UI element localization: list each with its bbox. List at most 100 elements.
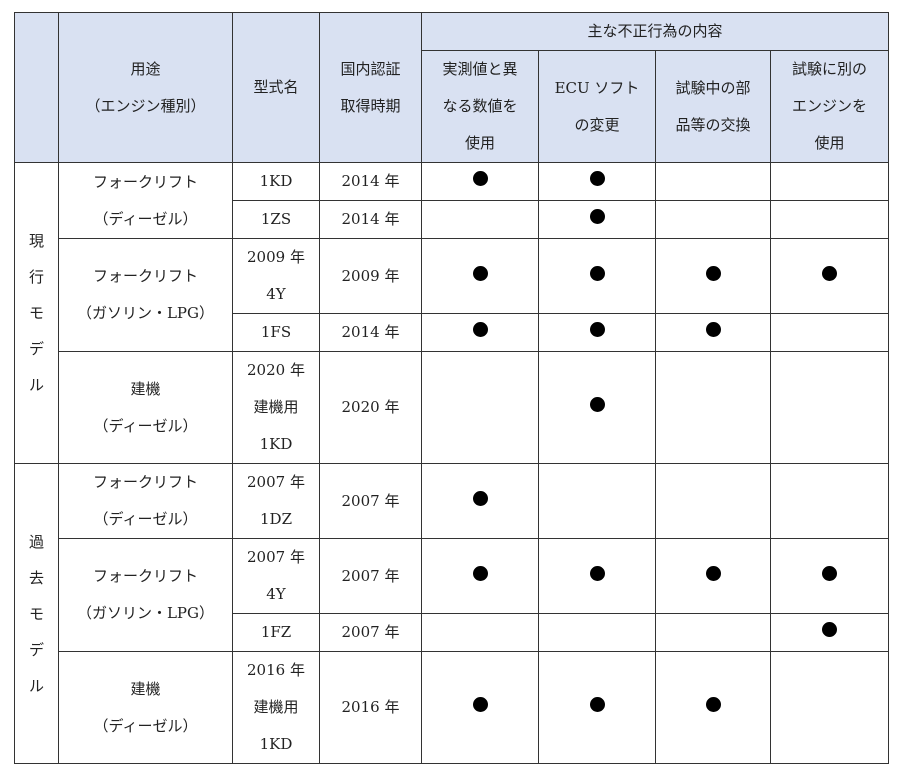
cert-cell: 2014 年 [319, 313, 422, 352]
filled-circle-icon [589, 322, 605, 337]
filled-circle-icon [472, 322, 488, 337]
header-model: 型式名 [232, 12, 320, 163]
header-cert: 国内認証 取得時期 [319, 12, 422, 163]
cert-cell: 2014 年 [319, 162, 422, 201]
mark-cell [770, 351, 889, 464]
table-row: 現行モデルフォークリフト （ディーゼル） 1KD 2014 年 [14, 162, 889, 464]
filled-circle-icon [822, 565, 837, 581]
mark-cell [655, 238, 771, 314]
filled-circle-icon [705, 322, 721, 337]
use-cell: 建機 （ディーゼル） [58, 351, 233, 464]
filled-circle-icon [705, 697, 721, 712]
filled-circle-icon [472, 490, 488, 506]
mark-cell [421, 162, 539, 201]
mark-cell [421, 463, 539, 539]
mark-cell [655, 313, 771, 352]
mark-cell [538, 162, 656, 201]
table-row: 過去モデルフォークリフト （ディーゼル） 2007 年 1DZ 2007 年 [14, 463, 889, 764]
cert-cell: 2007 年 [319, 538, 422, 614]
mark-cell [421, 651, 539, 764]
header-c1: 実測値と異 なる数値を 使用 [421, 50, 539, 163]
mark-cell [770, 463, 889, 539]
mark-cell [655, 651, 771, 764]
mark-cell [538, 200, 656, 239]
mark-cell [770, 313, 889, 352]
cert-cell: 2020 年 [319, 351, 422, 464]
section-label: 現行モデル [14, 162, 59, 464]
header-blank [14, 12, 59, 163]
filled-circle-icon [589, 565, 605, 581]
cert-cell: 2014 年 [319, 200, 422, 239]
cert-cell: 2007 年 [319, 463, 422, 539]
mark-cell [538, 613, 656, 652]
filled-circle-icon [589, 265, 605, 281]
mark-cell [538, 238, 656, 314]
mark-cell [538, 538, 656, 614]
header-c3: 試験中の部 品等の交換 [655, 50, 771, 163]
mark-cell [421, 538, 539, 614]
mark-cell [538, 313, 656, 352]
mark-cell [655, 538, 771, 614]
table-row: 1ZS 2014 年 [15, 200, 889, 239]
mark-cell [538, 463, 656, 539]
mark-cell [421, 613, 539, 652]
header-c4: 試験に別の エンジンを 使用 [770, 50, 889, 163]
mark-cell [770, 613, 889, 652]
filled-circle-icon [589, 209, 605, 224]
filled-circle-icon [705, 565, 721, 581]
mark-cell [421, 351, 539, 464]
filled-circle-icon [705, 265, 721, 281]
mark-cell [770, 651, 889, 764]
header-use: 用途 （エンジン種別） [58, 12, 233, 163]
table-row: フォークリフト （ガソリン・LPG） 2007 年 4Y 2007 年 [15, 538, 889, 652]
cert-cell: 2009 年 [319, 238, 422, 314]
filled-circle-icon [472, 171, 488, 186]
mark-cell [770, 538, 889, 614]
filled-circle-icon [822, 622, 837, 637]
model-cell: 2009 年 4Y [232, 238, 320, 314]
use-cell: フォークリフト （ディーゼル） [58, 162, 233, 239]
table-row: フォークリフト （ガソリン・LPG） 2009 年 4Y 2009 年 [15, 238, 889, 352]
mark-cell [421, 200, 539, 239]
use-cell: フォークリフト （ディーゼル） [58, 463, 233, 539]
mark-cell [770, 162, 889, 201]
mark-cell [538, 351, 656, 464]
table-row: 建機 （ディーゼル） 2016 年建機用 1KD 2016 年 [15, 651, 889, 764]
filled-circle-icon [822, 265, 837, 281]
mark-cell [421, 313, 539, 352]
table-row: 1FZ 2007 年 [15, 613, 889, 652]
violations-table: 用途 （エンジン種別） 型式名 国内認証 取得時期 主な不正行為の内容 実測値と異な… [14, 12, 889, 764]
use-cell: 建機 （ディーゼル） [58, 651, 233, 764]
model-cell: 2007 年 4Y [232, 538, 320, 614]
mark-cell [655, 463, 771, 539]
mark-cell [655, 162, 771, 201]
cert-cell: 2007 年 [319, 613, 422, 652]
model-cell: 2016 年建機用 1KD [232, 651, 320, 764]
mark-cell [770, 238, 889, 314]
filled-circle-icon [589, 171, 605, 186]
filled-circle-icon [589, 397, 605, 412]
filled-circle-icon [472, 697, 488, 712]
model-cell: 1FS [232, 313, 320, 352]
mark-cell [538, 651, 656, 764]
header-c2: ECU ソフト の変更 [538, 50, 656, 163]
use-cell: フォークリフト （ガソリン・LPG） [58, 538, 233, 652]
mark-cell [770, 200, 889, 239]
model-cell: 1ZS [232, 200, 320, 239]
table-row: 建機 （ディーゼル） 2020 年建機用 1KD 2020 年 [15, 351, 889, 464]
model-cell: 2007 年 1DZ [232, 463, 320, 539]
header-group: 主な不正行為の内容 [421, 12, 889, 51]
mark-cell [655, 200, 771, 239]
filled-circle-icon [589, 697, 605, 712]
model-cell: 1FZ [232, 613, 320, 652]
filled-circle-icon [472, 565, 488, 581]
mark-cell [421, 238, 539, 314]
mark-cell [655, 351, 771, 464]
section-label: 過去モデル [14, 463, 59, 764]
mark-cell [655, 613, 771, 652]
use-cell: フォークリフト （ガソリン・LPG） [58, 238, 233, 352]
filled-circle-icon [472, 265, 488, 281]
model-cell: 2020 年建機用 1KD [232, 351, 320, 464]
cert-cell: 2016 年 [319, 651, 422, 764]
model-cell: 1KD [232, 162, 320, 201]
